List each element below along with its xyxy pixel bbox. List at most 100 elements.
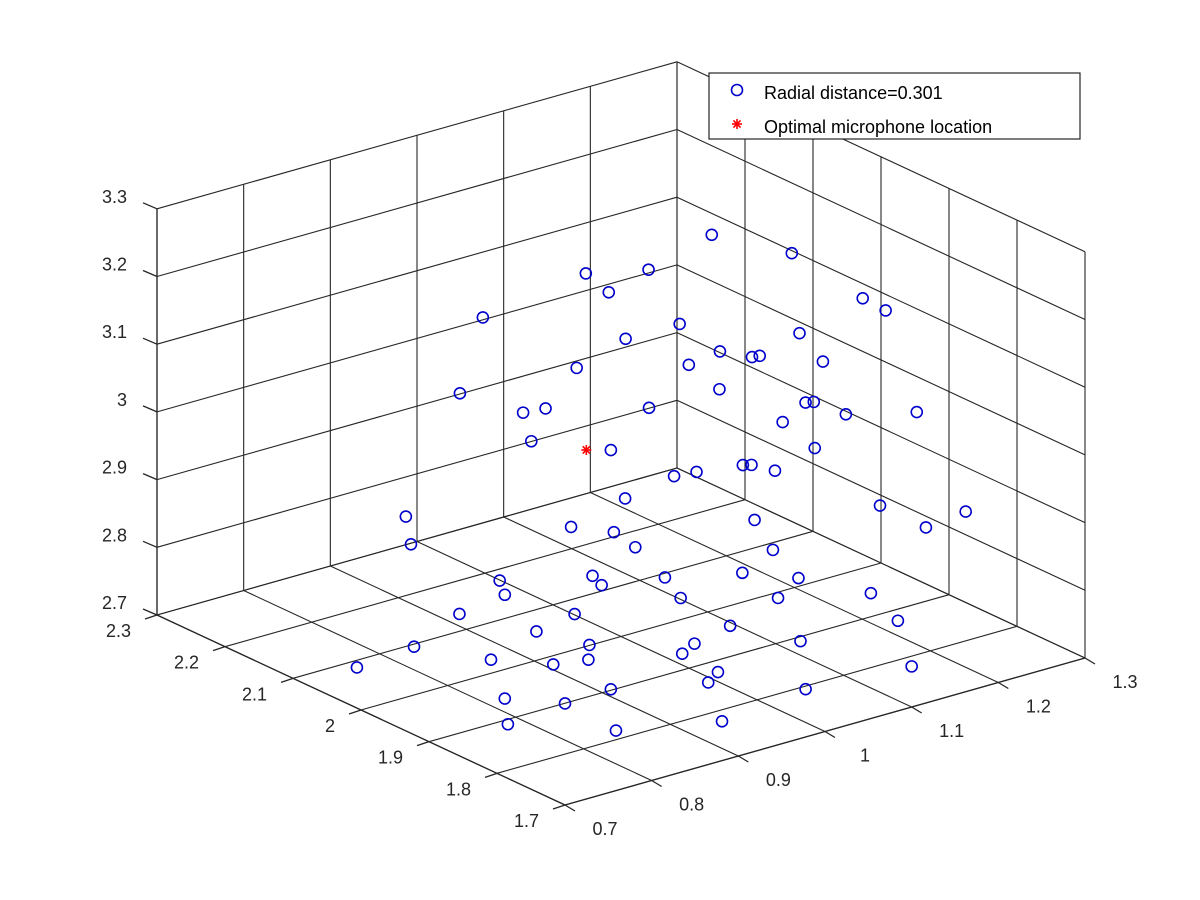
data-point-circle (674, 591, 687, 605)
data-points (350, 228, 972, 737)
z-tick-label: 2.8 (102, 525, 127, 545)
y-tick-label: 1.8 (446, 779, 471, 799)
backwall-grid-z (156, 332, 678, 481)
data-point-circle (498, 692, 512, 705)
data-point-circle (530, 625, 543, 638)
y-tick-mark (348, 709, 362, 715)
data-point-circle (453, 387, 467, 400)
floor-grid-y (224, 499, 746, 648)
y-tick-label: 2 (325, 716, 335, 736)
data-point-circle (453, 607, 466, 621)
data-point-circle (595, 578, 608, 592)
backwall-grid-z (156, 467, 678, 616)
x-tick-mark (737, 755, 749, 763)
backwall-grid-z (156, 399, 678, 548)
y-tick-mark (144, 614, 158, 620)
tick-labels: 0.7 0.8 0.9 1 1.1 1.2 1.3 1.7 1.8 1.9 2 2.1 2.2 2.3 2.… (102, 187, 1138, 839)
data-point-circle (604, 443, 618, 457)
sidewall-grid-z (676, 129, 1086, 320)
x-tick-label: 1.2 (1026, 697, 1051, 717)
data-point-circle (642, 263, 655, 276)
sidewall-grid-z (676, 332, 1086, 524)
data-point-circle (701, 676, 715, 689)
data-point-circle (736, 458, 750, 472)
y-tick-mark (280, 677, 294, 683)
legend: Radial distance=0.301 Optimal microphone… (708, 72, 1081, 140)
y-tick-label: 1.7 (514, 811, 539, 831)
data-point-circle (839, 408, 853, 421)
data-point-circle (524, 434, 538, 448)
data-point-circle (723, 619, 737, 633)
backwall-grid-z (156, 61, 678, 210)
data-point-circle (771, 591, 785, 605)
data-point-circle (568, 607, 581, 621)
data-point-circle (607, 525, 621, 539)
data-point-circle (476, 311, 490, 324)
y-tick-label: 1.9 (378, 748, 403, 768)
x-tick-mark (564, 804, 576, 812)
data-point-circle (602, 285, 616, 299)
data-point-circle (673, 317, 686, 331)
z-tick-mark (142, 337, 158, 345)
backwall-grid-z (156, 264, 678, 413)
x-tick-label: 0.7 (592, 819, 617, 839)
sidewall-grid-z (676, 264, 1086, 456)
z-tick-label: 3.1 (102, 322, 127, 342)
data-point-circle (579, 267, 593, 280)
y-tick-mark (484, 772, 498, 778)
asterisk-stroke (582, 445, 591, 455)
data-point-circle (690, 465, 703, 479)
data-point-circle (667, 469, 681, 483)
data-point-circle (688, 637, 701, 650)
data-point-circle (715, 715, 729, 728)
data-point-circle (905, 660, 918, 673)
sidewall-grid-z (676, 467, 1086, 659)
data-point-circle (792, 571, 805, 585)
data-point-circle (919, 521, 933, 534)
data-point-circle (959, 505, 972, 518)
x-tick-label: 0.9 (766, 770, 791, 790)
data-point-circle (350, 661, 364, 674)
data-point-circle (768, 464, 782, 478)
x-tick-label: 1.1 (939, 721, 964, 741)
data-point-circle (873, 499, 887, 512)
legend-label-series-2: Optimal microphone location (764, 117, 992, 137)
legend-marker-asterisk (732, 119, 742, 129)
data-point-circle (794, 634, 807, 648)
data-point-circle (793, 326, 806, 340)
legend-label-series-1: Radial distance=0.301 (764, 83, 943, 103)
data-point-circle (705, 228, 719, 242)
data-point-circle (713, 382, 726, 396)
data-point-circle (891, 614, 905, 628)
data-point-circle (628, 540, 642, 554)
data-point-circle (658, 571, 672, 584)
data-point-circle (539, 402, 552, 415)
sidewall-grid-z (676, 399, 1086, 591)
z-tick-mark (142, 405, 158, 413)
y-tick-label: 2.1 (242, 684, 267, 704)
y-tick-mark (212, 646, 226, 652)
data-point-circle (399, 510, 413, 523)
data-point-circle (745, 350, 759, 364)
y-tick-label: 2.3 (106, 621, 131, 641)
data-point-circle (570, 361, 583, 375)
x-tick-label: 1.3 (1112, 672, 1137, 692)
z-tick-label: 3.2 (102, 255, 127, 275)
floor-grid-y (496, 625, 1018, 774)
data-point-circle (864, 586, 878, 600)
data-point-circle (799, 396, 812, 409)
x-tick-label: 0.8 (679, 795, 704, 815)
z-tick-mark (142, 608, 158, 616)
x-tick-mark (1084, 657, 1096, 665)
data-point-circle (745, 458, 758, 472)
sidewall-grid-z (676, 196, 1086, 388)
data-point-circle (910, 405, 924, 419)
legend-marker-circle (730, 83, 744, 97)
y-tick-mark (552, 804, 566, 810)
z-tick-label: 3 (117, 390, 127, 410)
backwall-grid-z (156, 196, 678, 345)
data-point-circle (404, 537, 418, 551)
floor-grid-y (292, 530, 814, 679)
floor-grid-y (360, 562, 882, 711)
z-tick-mark (142, 473, 158, 481)
